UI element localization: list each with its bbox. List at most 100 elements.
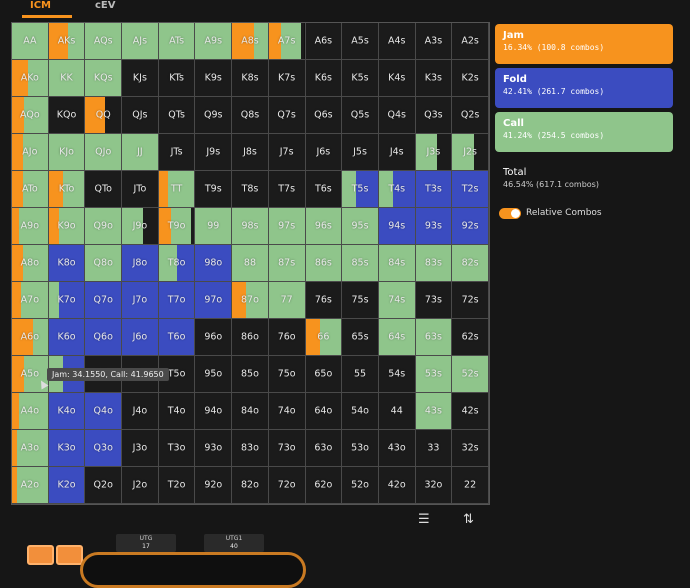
hand-cell-54s[interactable]: 54s — [378, 356, 416, 393]
hand-cell-Q2o[interactable]: Q2o — [85, 467, 123, 504]
hand-cell-Q4o[interactable]: Q4o — [85, 393, 123, 430]
hand-cell-K9o[interactable]: K9o — [48, 208, 86, 245]
hand-cell-94s[interactable]: 94s — [378, 208, 416, 245]
hand-cell-K2s[interactable]: K2s — [452, 60, 489, 97]
hand-cell-Q5s[interactable]: Q5s — [342, 97, 379, 134]
hand-cell-83s[interactable]: 83s — [415, 245, 453, 282]
hand-cell-84s[interactable]: 84s — [378, 245, 416, 282]
hand-cell-Q3o[interactable]: Q3o — [85, 430, 123, 467]
hand-cell-92o[interactable]: 92o — [195, 467, 233, 504]
hand-cell-86s[interactable]: 86s — [305, 245, 343, 282]
hand-cell-KJs[interactable]: KJs — [122, 60, 159, 97]
hand-cell-87s[interactable]: 87s — [268, 245, 306, 282]
hand-cell-33[interactable]: 33 — [415, 430, 453, 467]
hand-cell-KQo[interactable]: KQo — [48, 97, 86, 134]
hand-cell-KQs[interactable]: KQs — [85, 60, 123, 97]
hand-cell-74o[interactable]: 74o — [268, 393, 306, 430]
hand-cell-T7o[interactable]: T7o — [158, 282, 196, 319]
hand-cell-94o[interactable]: 94o — [195, 393, 233, 430]
hand-cell-82o[interactable]: 82o — [232, 467, 269, 504]
hand-cell-J4s[interactable]: J4s — [378, 134, 416, 171]
hand-cell-J9o[interactable]: J9o — [122, 208, 159, 245]
hand-cell-JTs[interactable]: JTs — [158, 134, 196, 171]
hand-cell-T8o[interactable]: T8o — [158, 245, 196, 282]
hand-cell-88[interactable]: 88 — [232, 245, 269, 282]
hand-cell-T3o[interactable]: T3o — [158, 430, 196, 467]
hand-cell-Q6o[interactable]: Q6o — [85, 319, 123, 356]
hand-cell-87o[interactable]: 87o — [232, 282, 269, 319]
hand-cell-K8o[interactable]: K8o — [48, 245, 86, 282]
hand-cell-65o[interactable]: 65o — [305, 356, 343, 393]
hand-cell-A8s[interactable]: A8s — [232, 23, 269, 60]
hand-cell-55[interactable]: 55 — [342, 356, 379, 393]
hand-cell-J3o[interactable]: J3o — [122, 430, 159, 467]
hand-cell-QTs[interactable]: QTs — [158, 97, 196, 134]
hand-cell-62o[interactable]: 62o — [305, 467, 343, 504]
hand-cell-AKs[interactable]: AKs — [48, 23, 86, 60]
jam-legend[interactable]: Jam 16.34% (100.8 combos) — [495, 24, 673, 64]
hand-cell-KK[interactable]: KK — [48, 60, 86, 97]
hand-cell-AA[interactable]: AA — [12, 23, 49, 60]
hand-cell-A6s[interactable]: A6s — [305, 23, 343, 60]
hand-cell-K4o[interactable]: K4o — [48, 393, 86, 430]
hand-cell-96o[interactable]: 96o — [195, 319, 233, 356]
hand-cell-A4o[interactable]: A4o — [12, 393, 49, 430]
hand-cell-62s[interactable]: 62s — [452, 319, 489, 356]
hand-cell-52o[interactable]: 52o — [342, 467, 379, 504]
hand-cell-64s[interactable]: 64s — [378, 319, 416, 356]
hand-cell-74s[interactable]: 74s — [378, 282, 416, 319]
sort-arrows-icon[interactable]: ⇅ — [463, 512, 474, 527]
hand-cell-T5s[interactable]: T5s — [342, 171, 379, 208]
hand-cell-K6o[interactable]: K6o — [48, 319, 86, 356]
hand-cell-A4s[interactable]: A4s — [378, 23, 416, 60]
hand-cell-KJo[interactable]: KJo — [48, 134, 86, 171]
hand-cell-Q7o[interactable]: Q7o — [85, 282, 123, 319]
hand-cell-J9s[interactable]: J9s — [195, 134, 233, 171]
hand-cell-J7s[interactable]: J7s — [268, 134, 306, 171]
list-icon[interactable]: ☰ — [418, 512, 430, 527]
hand-cell-J2s[interactable]: J2s — [452, 134, 489, 171]
hand-cell-52s[interactable]: 52s — [452, 356, 489, 393]
hand-cell-A6o[interactable]: A6o — [12, 319, 49, 356]
hand-cell-JTo[interactable]: JTo — [122, 171, 159, 208]
hand-cell-ATo[interactable]: ATo — [12, 171, 49, 208]
hand-cell-63s[interactable]: 63s — [415, 319, 453, 356]
hand-cell-A3o[interactable]: A3o — [12, 430, 49, 467]
hand-cell-43o[interactable]: 43o — [378, 430, 416, 467]
hand-cell-97s[interactable]: 97s — [268, 208, 306, 245]
hand-cell-84o[interactable]: 84o — [232, 393, 269, 430]
hand-cell-TT[interactable]: TT — [158, 171, 196, 208]
hand-cell-22[interactable]: 22 — [452, 467, 489, 504]
hand-cell-K7o[interactable]: K7o — [48, 282, 86, 319]
hand-cell-53s[interactable]: 53s — [415, 356, 453, 393]
hand-cell-A5o[interactable]: A5o — [12, 356, 49, 393]
hand-cell-KTs[interactable]: KTs — [158, 60, 196, 97]
hand-cell-83o[interactable]: 83o — [232, 430, 269, 467]
hand-cell-T2o[interactable]: T2o — [158, 467, 196, 504]
hand-cell-42o[interactable]: 42o — [378, 467, 416, 504]
hand-cell-KTo[interactable]: KTo — [48, 171, 86, 208]
hand-cell-64o[interactable]: 64o — [305, 393, 343, 430]
hand-cell-42s[interactable]: 42s — [452, 393, 489, 430]
hand-cell-J7o[interactable]: J7o — [122, 282, 159, 319]
hand-cell-T3s[interactable]: T3s — [415, 171, 453, 208]
seat-utg[interactable]: UTG 17 — [116, 534, 176, 552]
hand-cell-T9s[interactable]: T9s — [195, 171, 233, 208]
hand-cell-Q8o[interactable]: Q8o — [85, 245, 123, 282]
hand-cell-T4o[interactable]: T4o — [158, 393, 196, 430]
hand-cell-44[interactable]: 44 — [378, 393, 416, 430]
hand-cell-K4s[interactable]: K4s — [378, 60, 416, 97]
hand-cell-AJs[interactable]: AJs — [122, 23, 159, 60]
hand-cell-T7s[interactable]: T7s — [268, 171, 306, 208]
hand-cell-98s[interactable]: 98s — [232, 208, 269, 245]
hand-cell-75s[interactable]: 75s — [342, 282, 379, 319]
hand-cell-JJ[interactable]: JJ — [122, 134, 159, 171]
tab-cev[interactable]: cEV — [95, 0, 116, 11]
hand-cell-A9s[interactable]: A9s — [195, 23, 233, 60]
hand-cell-A9o[interactable]: A9o — [12, 208, 49, 245]
hand-cell-J2o[interactable]: J2o — [122, 467, 159, 504]
hand-cell-66[interactable]: 66 — [305, 319, 343, 356]
hand-cell-J4o[interactable]: J4o — [122, 393, 159, 430]
hand-cell-76o[interactable]: 76o — [268, 319, 306, 356]
hand-cell-QQ[interactable]: QQ — [85, 97, 123, 134]
